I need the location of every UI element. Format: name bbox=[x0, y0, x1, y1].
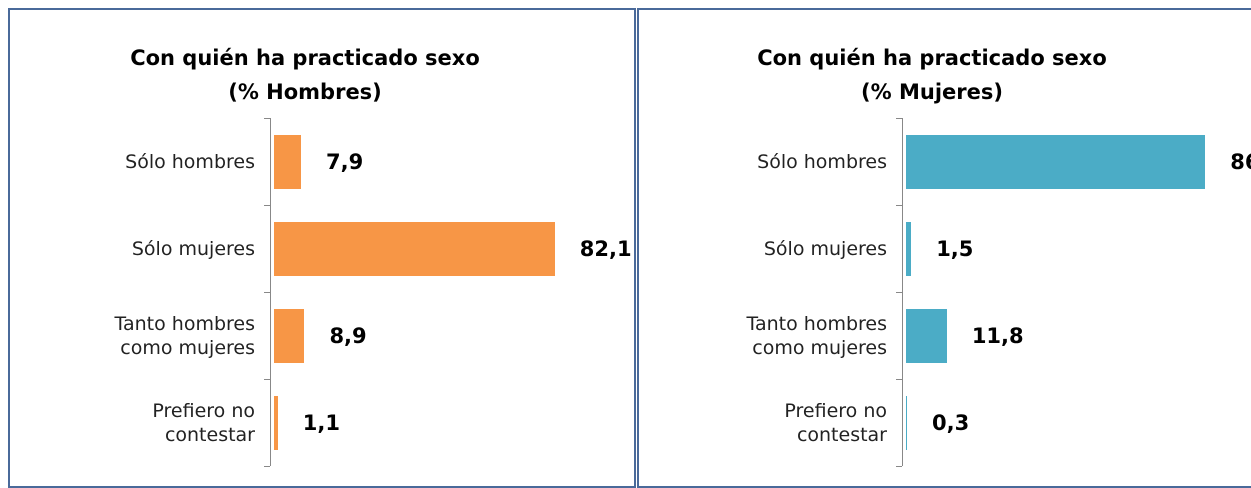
category-label: Tanto hombres como mujeres bbox=[746, 312, 887, 359]
axis-tick bbox=[264, 466, 270, 467]
category-label: Sólo hombres bbox=[757, 150, 887, 173]
bar bbox=[274, 134, 302, 189]
axis-line bbox=[270, 118, 271, 466]
category-label: Prefiero no contestar bbox=[152, 399, 255, 446]
bar bbox=[906, 395, 908, 450]
axis-tick bbox=[896, 205, 902, 206]
bar bbox=[906, 308, 947, 363]
axis-tick bbox=[896, 466, 902, 467]
category-label: Sólo mujeres bbox=[131, 237, 255, 260]
axis-tick bbox=[896, 292, 902, 293]
axis-tick bbox=[264, 205, 270, 206]
axis-tick bbox=[264, 292, 270, 293]
value-label: 8,9 bbox=[329, 323, 367, 348]
axis-tick bbox=[264, 118, 270, 119]
bar bbox=[274, 221, 555, 276]
value-label: 7,9 bbox=[326, 149, 364, 174]
chart-title: Con quién ha practicado sexo bbox=[130, 46, 480, 70]
value-label: 86,5 bbox=[1230, 149, 1251, 174]
value-label: 11,8 bbox=[971, 323, 1024, 348]
category-label: Sólo mujeres bbox=[763, 237, 887, 260]
bar bbox=[274, 395, 278, 450]
bar bbox=[906, 134, 1206, 189]
category-label: Prefiero no contestar bbox=[784, 399, 887, 446]
right-panel bbox=[637, 8, 1251, 488]
bar bbox=[274, 308, 305, 363]
chart-subtitle: (% Hombres) bbox=[228, 80, 382, 104]
value-label: 82,1 bbox=[579, 236, 632, 261]
value-label: 1,1 bbox=[302, 410, 340, 435]
page: {"chart_data": [ {"type": "bar", "orient… bbox=[8, 8, 1251, 488]
bar bbox=[906, 221, 912, 276]
category-label: Sólo hombres bbox=[125, 150, 255, 173]
category-label: Tanto hombres como mujeres bbox=[114, 312, 255, 359]
axis-tick bbox=[896, 379, 902, 380]
value-label: 1,5 bbox=[936, 236, 974, 261]
chart-title: Con quién ha practicado sexo bbox=[757, 46, 1107, 70]
axis-tick bbox=[896, 118, 902, 119]
axis-tick bbox=[264, 379, 270, 380]
chart-subtitle: (% Mujeres) bbox=[861, 80, 1003, 104]
value-label: 0,3 bbox=[932, 410, 970, 435]
axis-line bbox=[902, 118, 903, 466]
